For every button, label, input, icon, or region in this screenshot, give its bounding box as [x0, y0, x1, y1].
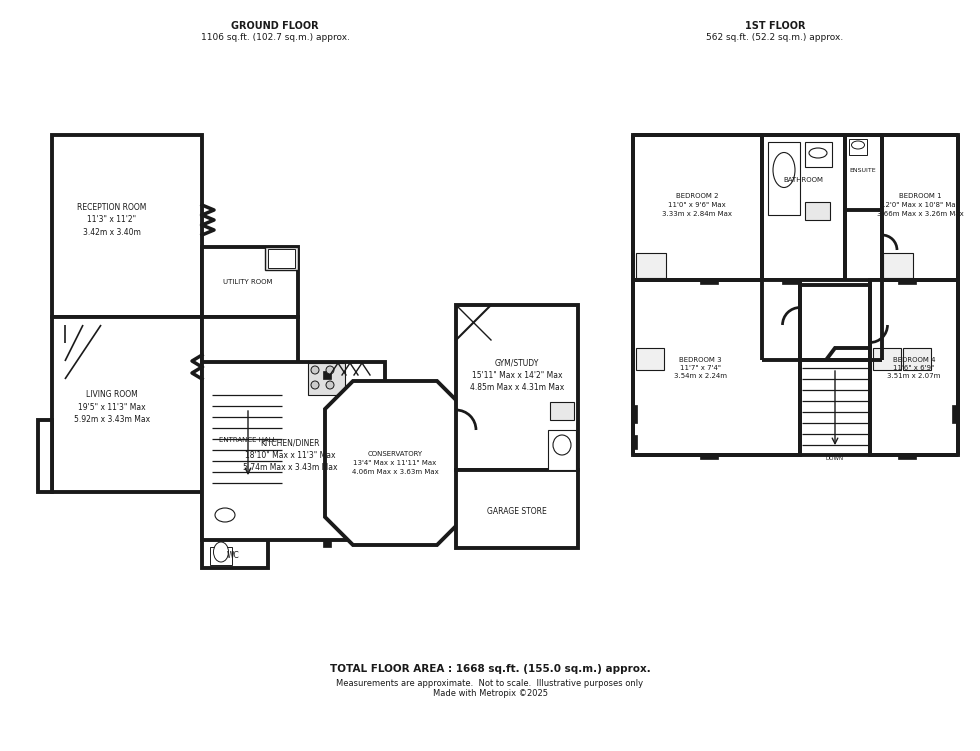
Bar: [903, 348, 931, 370]
Bar: [202, 492, 268, 568]
Text: BEDROOM 2
11'0" x 9'6" Max
3.33m x 2.84m Max: BEDROOM 2 11'0" x 9'6" Max 3.33m x 2.84m…: [662, 194, 732, 216]
Bar: [782, 278, 800, 284]
Bar: [845, 135, 882, 210]
Bar: [636, 348, 664, 370]
Bar: [768, 142, 800, 215]
Bar: [550, 402, 574, 420]
Polygon shape: [770, 285, 874, 368]
Bar: [870, 280, 958, 455]
Ellipse shape: [553, 435, 571, 455]
Text: Measurements are approximate.  Not to scale.  Illustrative purposes only: Measurements are approximate. Not to sca…: [336, 678, 644, 687]
Bar: [873, 348, 901, 370]
Bar: [633, 135, 762, 280]
Bar: [268, 249, 295, 268]
Text: DOWN: DOWN: [826, 456, 844, 460]
Text: ENSUITE: ENSUITE: [850, 167, 876, 173]
Bar: [700, 453, 718, 459]
Text: 1106 sq.ft. (102.7 sq.m.) approx.: 1106 sq.ft. (102.7 sq.m.) approx.: [201, 32, 350, 41]
Bar: [849, 139, 867, 155]
Bar: [308, 363, 345, 395]
Text: Made with Metropix ©2025: Made with Metropix ©2025: [432, 689, 548, 698]
Bar: [882, 135, 958, 280]
Bar: [805, 142, 832, 167]
Text: WC: WC: [226, 550, 239, 559]
Bar: [459, 539, 467, 547]
Text: GARAGE STORE: GARAGE STORE: [487, 506, 547, 515]
Bar: [202, 317, 298, 492]
Text: GROUND FLOOR: GROUND FLOOR: [231, 21, 318, 31]
Text: RECEPTION ROOM
11'3" x 11'2"
3.42m x 3.40m: RECEPTION ROOM 11'3" x 11'2" 3.42m x 3.4…: [77, 203, 147, 237]
Bar: [952, 405, 958, 423]
Bar: [898, 278, 916, 284]
Circle shape: [326, 366, 334, 374]
Text: 1ST FLOOR: 1ST FLOOR: [745, 21, 806, 31]
Bar: [210, 547, 232, 565]
Bar: [762, 135, 845, 280]
Bar: [52, 135, 202, 317]
Ellipse shape: [852, 141, 864, 149]
Circle shape: [311, 366, 319, 374]
Ellipse shape: [215, 508, 235, 522]
Circle shape: [311, 381, 319, 389]
Text: UTILITY ROOM: UTILITY ROOM: [223, 279, 272, 285]
Bar: [633, 280, 800, 455]
Polygon shape: [325, 381, 465, 545]
Bar: [548, 430, 576, 470]
Bar: [631, 405, 637, 423]
Bar: [631, 435, 637, 449]
Bar: [459, 371, 467, 379]
Bar: [52, 317, 202, 492]
Bar: [456, 470, 578, 548]
Bar: [210, 508, 240, 530]
Text: LIVING ROOM
19'5" x 11'3" Max
5.92m x 3.43m Max: LIVING ROOM 19'5" x 11'3" Max 5.92m x 3.…: [74, 390, 150, 424]
Bar: [38, 420, 52, 492]
Bar: [800, 360, 870, 455]
Bar: [805, 202, 830, 220]
Bar: [265, 247, 298, 270]
Text: KITCHEN/DINER
18'10" Max x 11'3" Max
5.74m Max x 3.43m Max: KITCHEN/DINER 18'10" Max x 11'3" Max 5.7…: [243, 438, 337, 472]
Ellipse shape: [809, 148, 827, 158]
Text: 562 sq.ft. (52.2 sq.m.) approx.: 562 sq.ft. (52.2 sq.m.) approx.: [707, 32, 844, 41]
Text: ENTRANCE HALL: ENTRANCE HALL: [220, 437, 276, 443]
Text: BEDROOM 1
12'0" Max x 10'8" Max
3.66m Max x 3.26m Max: BEDROOM 1 12'0" Max x 10'8" Max 3.66m Ma…: [877, 194, 963, 216]
Bar: [456, 305, 578, 470]
Bar: [898, 453, 916, 459]
Bar: [883, 253, 913, 278]
Ellipse shape: [773, 152, 795, 188]
Ellipse shape: [214, 542, 228, 562]
Circle shape: [326, 381, 334, 389]
Bar: [636, 253, 666, 278]
Text: BEDROOM 4
11'6" x 6'9"
3.51m x 2.07m: BEDROOM 4 11'6" x 6'9" 3.51m x 2.07m: [887, 357, 941, 379]
Text: GYM/STUDY
15'11" Max x 14'2" Max
4.85m Max x 4.31m Max: GYM/STUDY 15'11" Max x 14'2" Max 4.85m M…: [469, 358, 564, 392]
Bar: [202, 247, 298, 317]
Text: BATHROOM: BATHROOM: [783, 177, 823, 183]
Text: TOTAL FLOOR AREA : 1668 sq.ft. (155.0 sq.m.) approx.: TOTAL FLOOR AREA : 1668 sq.ft. (155.0 sq…: [329, 664, 651, 674]
Text: BEDROOM 3
11'7" x 7'4"
3.54m x 2.24m: BEDROOM 3 11'7" x 7'4" 3.54m x 2.24m: [673, 357, 726, 379]
Bar: [700, 278, 718, 284]
Bar: [323, 539, 331, 547]
Text: CONSERVATORY
13'4" Max x 11'11" Max
4.06m Max x 3.63m Max: CONSERVATORY 13'4" Max x 11'11" Max 4.06…: [352, 451, 438, 475]
Bar: [202, 362, 385, 540]
Bar: [762, 280, 882, 360]
Bar: [323, 371, 331, 379]
